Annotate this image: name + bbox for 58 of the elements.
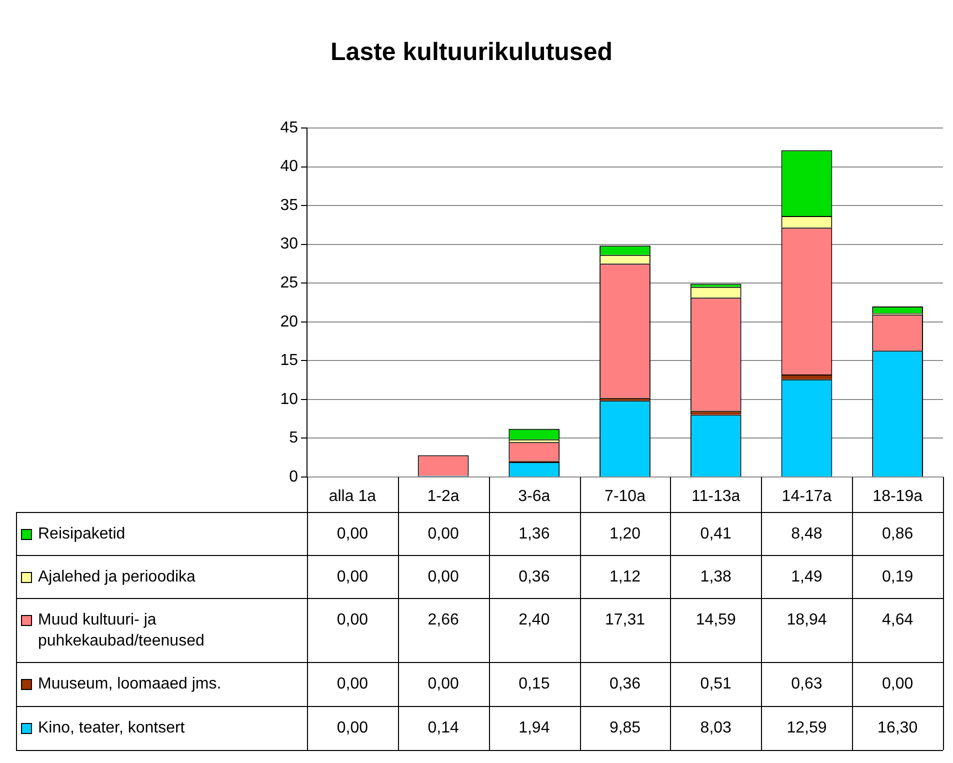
legend-label: Kino, teater, kontsert [38, 719, 186, 736]
data-label: 1,49 [791, 568, 822, 586]
legend-label: Muuseum, loomaaed jms. [38, 675, 222, 692]
data-label: 0,86 [882, 525, 914, 542]
data-label: 0,41 [700, 525, 732, 542]
y-tick-label: 15 [280, 352, 298, 370]
data-label: 17,31 [604, 611, 646, 628]
y-tick-label: 20 [280, 313, 298, 330]
y-tick-label: 0 [289, 468, 298, 486]
data-label: 0,15 [518, 675, 550, 692]
data-label: 0,00 [336, 611, 368, 628]
data-label: 14,59 [696, 611, 736, 628]
x-tick-label: 14-17a [782, 488, 832, 506]
data-label: 0,00 [428, 675, 459, 692]
data-label: 2,40 [518, 611, 550, 628]
data-label: 1,12 [609, 568, 641, 586]
data-label: 18,94 [786, 611, 827, 628]
data-label: 0,36 [609, 675, 641, 692]
data-label: 12,59 [786, 719, 827, 736]
y-tick-label: 40 [280, 158, 298, 176]
x-tick-label: 3-6a [518, 488, 550, 506]
data-label: 0,00 [428, 568, 459, 586]
x-tick-label: 7-10a [604, 488, 646, 506]
data-label: 0,00 [428, 525, 459, 542]
data-label: 0,19 [882, 568, 914, 586]
data-label: 16,30 [878, 719, 918, 736]
legend-label: Reisipaketid [38, 525, 126, 542]
data-label: 1,38 [700, 568, 732, 586]
data-label: 4,64 [882, 611, 914, 628]
y-tick-label: 10 [280, 390, 298, 408]
y-tick-label: 5 [289, 430, 298, 447]
y-tick-label: 25 [280, 274, 298, 292]
y-tick-label: 35 [280, 196, 298, 214]
data-label: 0,00 [336, 525, 368, 542]
data-label: 2,66 [428, 611, 459, 628]
legend-label: Ajalehed ja perioodika [38, 568, 196, 586]
data-label: 8,48 [791, 525, 822, 542]
data-label: 1,36 [518, 525, 550, 542]
x-tick-label: 11-13a [692, 488, 740, 506]
data-label: 1,94 [518, 719, 550, 736]
data-label: 1,20 [609, 525, 641, 542]
chart-title: Laste kultuurikulutused [330, 38, 612, 66]
data-label: 0,00 [882, 675, 914, 692]
x-tick-label: 18-19a [872, 488, 923, 506]
data-label: 0,14 [428, 719, 459, 736]
data-label: 9,85 [609, 719, 641, 736]
data-label: 0,63 [791, 675, 822, 692]
data-label: 0,36 [518, 568, 550, 586]
data-label: 0,00 [336, 675, 368, 692]
x-tick-label: alla 1a [328, 488, 376, 506]
data-label: 0,51 [700, 675, 732, 692]
data-label: 0,00 [336, 568, 368, 586]
legend-label: Muud kultuuri- ja puhkekaubad/teenused [38, 611, 204, 650]
x-tick-label: 1-2a [427, 488, 460, 506]
y-tick-label: 30 [280, 236, 298, 253]
y-tick-label: 45 [280, 119, 298, 136]
data-label: 8,03 [700, 719, 732, 736]
data-label: 0,00 [336, 719, 368, 736]
